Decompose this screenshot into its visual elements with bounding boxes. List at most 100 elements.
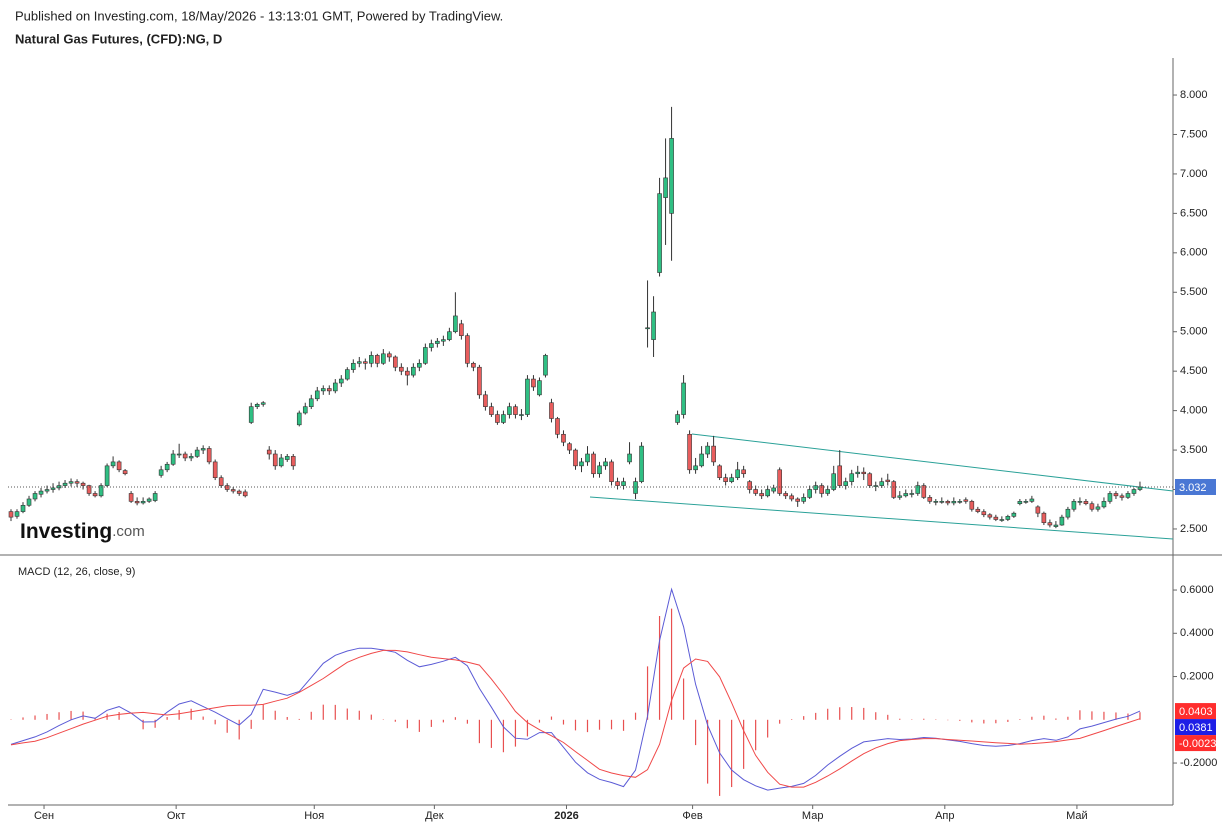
candle-body	[68, 481, 74, 484]
candle-body	[350, 362, 356, 370]
candle-body	[471, 362, 476, 368]
candle-body	[1125, 493, 1131, 498]
candle-body	[891, 481, 897, 498]
candle-body	[975, 508, 981, 512]
candle-body	[1035, 506, 1041, 514]
candle-body	[603, 461, 608, 467]
candle-body	[483, 394, 488, 407]
candle-body	[236, 490, 242, 494]
y-tick-label: 6.000	[1180, 247, 1208, 259]
candle-body	[188, 456, 194, 459]
candle-body	[375, 355, 380, 364]
candle-body	[591, 453, 596, 475]
candle-body	[344, 369, 350, 380]
candle-body	[74, 481, 80, 484]
candle-body	[855, 471, 861, 475]
candle-body	[116, 461, 122, 471]
y-tick-label: 4.500	[1180, 365, 1208, 377]
candle-body	[903, 493, 909, 497]
candle-body	[393, 356, 398, 368]
candle-body	[200, 448, 206, 451]
candle-body	[308, 398, 314, 407]
candle-body	[387, 353, 392, 358]
candle-body	[98, 485, 104, 497]
x-tick-label: Фев	[682, 810, 702, 822]
candle-body	[80, 482, 86, 486]
candle-body	[1095, 506, 1101, 510]
candle-body	[699, 453, 704, 467]
published-note: Published on Investing.com, 18/May/2026 …	[15, 8, 503, 23]
candle-body	[561, 433, 566, 443]
candle-body	[140, 501, 146, 504]
candle-body	[26, 498, 32, 506]
candle-body	[939, 501, 945, 503]
candle-body	[1119, 495, 1125, 498]
candle-body	[1029, 498, 1035, 502]
y-tick-label: 5.000	[1180, 326, 1208, 338]
candle-body	[128, 493, 134, 502]
candle-body	[272, 453, 278, 467]
candle-body	[405, 370, 410, 376]
candle-body	[20, 504, 26, 512]
candle-body	[525, 378, 530, 415]
y-tick-label: -0.2000	[1180, 757, 1217, 769]
candle-body	[260, 402, 266, 405]
candle-body	[1131, 489, 1137, 494]
candle-body	[170, 453, 176, 465]
candle-body	[531, 378, 536, 388]
x-tick-label: 2026	[554, 810, 578, 822]
y-tick-label: 4.000	[1180, 405, 1208, 417]
candle-body	[609, 461, 614, 482]
candle-body	[230, 489, 236, 492]
candle-body	[657, 193, 662, 273]
candle-body	[465, 335, 470, 364]
candle-body	[1083, 501, 1089, 505]
candle-body	[32, 493, 38, 500]
candle-body	[8, 511, 14, 518]
candle-body	[326, 388, 332, 392]
candle-body	[669, 138, 674, 214]
candle-body	[783, 493, 788, 497]
candle-body	[212, 461, 218, 478]
candle-body	[1089, 503, 1095, 510]
last-value-label-box	[1175, 735, 1216, 752]
candle-body	[915, 485, 921, 494]
candle-body	[417, 362, 422, 368]
candle-body	[507, 406, 512, 415]
candle-body	[1005, 516, 1011, 520]
candle-body	[62, 482, 68, 486]
candle-body	[164, 463, 170, 471]
candle-body	[435, 340, 440, 344]
candle-body	[879, 481, 885, 486]
candle-body	[993, 516, 999, 520]
candle-body	[489, 406, 494, 415]
candle-body	[813, 485, 818, 490]
x-tick-label: Апр	[935, 810, 954, 822]
instrument-title: Natural Gas Futures, (CFD):NG, D	[15, 31, 222, 46]
candle-body	[795, 498, 800, 502]
candle-body	[1011, 512, 1017, 517]
candle-body	[843, 481, 849, 486]
candle-body	[1101, 501, 1107, 508]
candle-body	[987, 514, 993, 518]
candle-body	[399, 366, 404, 372]
candle-body	[423, 347, 428, 364]
candle-body	[1107, 493, 1113, 502]
candle-body	[687, 433, 692, 471]
candle-body	[242, 491, 248, 497]
candle-body	[549, 402, 554, 419]
candle-body	[363, 361, 368, 364]
trend-line-upper	[691, 433, 1174, 492]
candle-body	[218, 477, 224, 486]
candle-body	[104, 465, 110, 486]
y-tick-label: 6.500	[1180, 207, 1208, 219]
macd-line	[10, 587, 1141, 791]
candle-body	[411, 366, 416, 376]
candle-body	[50, 487, 56, 490]
candle-body	[735, 469, 740, 478]
candle-body	[741, 469, 746, 475]
candle-body	[729, 477, 734, 482]
candle-body	[1065, 508, 1071, 518]
